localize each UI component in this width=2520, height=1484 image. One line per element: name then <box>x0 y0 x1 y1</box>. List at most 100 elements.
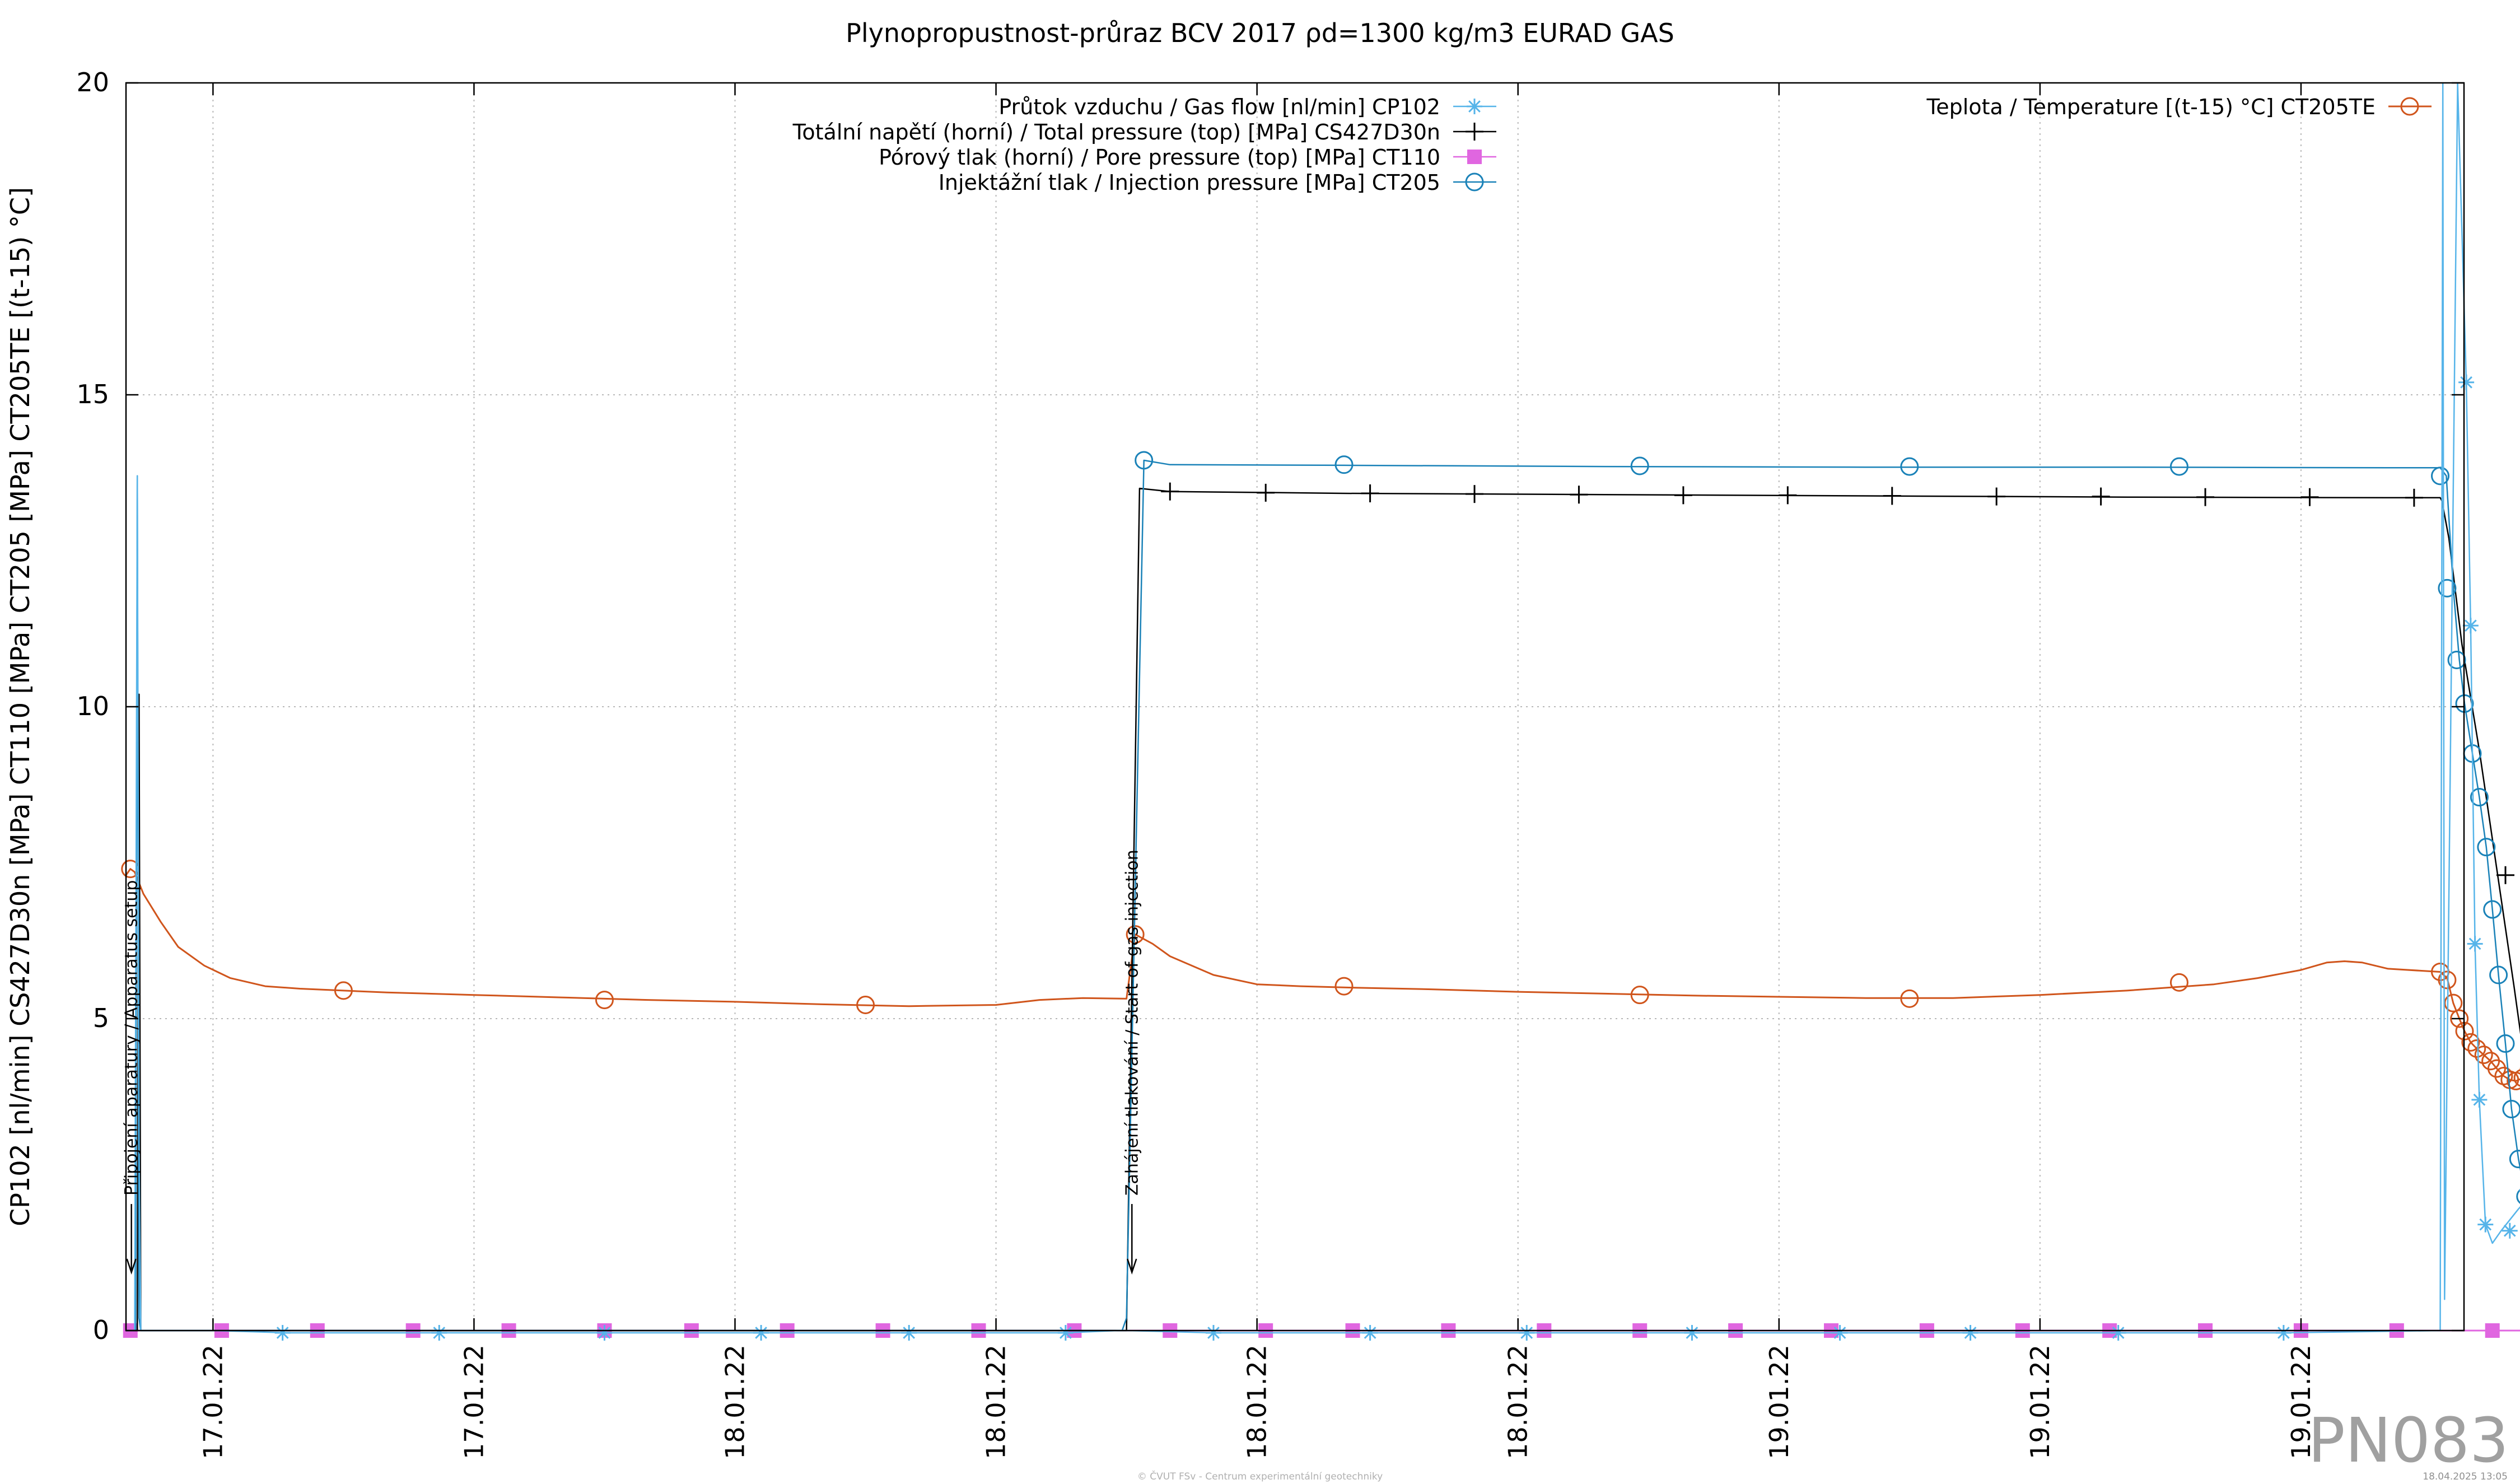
point-gas_flow-14 <box>2458 374 2475 390</box>
point-temperature-8 <box>2169 973 2188 992</box>
point-temperature-12 <box>2450 1009 2469 1028</box>
legend-entry-gas_flow: Průtok vzduchu / Gas flow [nl/min] CP102 <box>998 95 1496 119</box>
point-total_pressure-13 <box>2496 866 2515 884</box>
point-injection-16 <box>2509 1150 2520 1169</box>
legend-marker-gas_flow <box>1467 99 1482 114</box>
point-gas_flow-10 <box>1832 1325 1848 1341</box>
point-temperature-15 <box>2467 1039 2486 1058</box>
point-temperature-4 <box>1126 925 1145 944</box>
point-injection-0 <box>1135 451 1154 470</box>
point-pore_pressure-25 <box>2485 1323 2500 1338</box>
footer-copyright: © ČVUT FSv - Centrum experimentální geot… <box>1137 1470 1383 1482</box>
point-gas_flow-8 <box>1519 1325 1535 1341</box>
point-gas_flow-5 <box>1057 1325 1074 1341</box>
point-gas_flow-0 <box>274 1325 291 1341</box>
chart-title: Plynopropustnost-průraz BCV 2017 ρd=1300… <box>846 18 1674 48</box>
legend-marker-temperature <box>2400 97 2419 116</box>
point-gas_flow-7 <box>1362 1325 1378 1341</box>
legend-label-injection: Injektážní tlak / Injection pressure [MP… <box>939 170 1440 195</box>
series-injection <box>126 451 2520 1332</box>
point-gas_flow-19 <box>2502 1222 2518 1239</box>
point-total_pressure-4 <box>1570 486 1588 504</box>
x-tick-label-8: 19.01.22 <box>2286 1345 2316 1459</box>
point-total_pressure-6 <box>1779 486 1797 505</box>
legend-entry-injection: Injektážní tlak / Injection pressure [MP… <box>939 170 1496 195</box>
point-total_pressure-12 <box>2405 488 2423 507</box>
x-tick-label-5: 18.01.22 <box>1503 1345 1533 1459</box>
point-injection-12 <box>2483 900 2502 919</box>
point-total_pressure-1 <box>1257 483 1275 502</box>
point-gas_flow-2 <box>596 1325 613 1341</box>
x-tick-label-7: 19.01.22 <box>2025 1345 2055 1459</box>
point-gas_flow-17 <box>2471 1091 2488 1108</box>
series-line-gas_flow <box>126 82 2520 1334</box>
point-temperature-22 <box>2513 1069 2520 1087</box>
x-tick-label-3: 18.01.22 <box>981 1345 1011 1459</box>
legend-label-total_pressure: Totální napětí (horní) / Total pressure … <box>792 120 1440 144</box>
y-tick-label-0: 0 <box>93 1315 109 1345</box>
legend-marker-injection <box>1465 172 1484 192</box>
point-total_pressure-2 <box>1361 484 1379 503</box>
point-gas_flow-18 <box>2477 1216 2494 1233</box>
point-gas_flow-9 <box>1684 1325 1700 1341</box>
point-injection-17 <box>2516 1189 2520 1204</box>
point-temperature-2 <box>595 991 614 1010</box>
point-injection-1 <box>1334 455 1354 474</box>
annotation-text-0: Připojení aparatury / Apparatus setup <box>122 880 142 1196</box>
footer-timestamp: 18.04.2025 13:05 <box>2423 1471 2508 1482</box>
point-injection-11 <box>2477 838 2496 857</box>
annotation-0: Připojení aparatury / Apparatus setup <box>122 880 142 1275</box>
y-tick-label-3: 15 <box>76 379 109 409</box>
y-tick-label-2: 10 <box>76 691 109 721</box>
point-gas_flow-13 <box>2275 1325 2292 1341</box>
point-gas_flow-15 <box>2462 618 2479 634</box>
x-tick-label-6: 19.01.22 <box>1764 1345 1794 1459</box>
point-temperature-14 <box>2461 1033 2480 1052</box>
series-gas_flow <box>126 82 2520 1341</box>
annotation-1: Zahájení tlakování / Start of gas inject… <box>1122 850 1142 1275</box>
legend-entry-temperature: Teplota / Temperature [(t-15) °C] CT205T… <box>1926 95 2432 119</box>
legend-entry-pore_pressure: Pórový tlak (horní) / Pore pressure (top… <box>879 145 1496 170</box>
point-total_pressure-5 <box>1674 486 1692 505</box>
legend-marker-pore_pressure <box>1467 150 1482 164</box>
watermark: PN083 <box>2308 1404 2509 1476</box>
point-total_pressure-9 <box>2092 487 2110 506</box>
point-temperature-3 <box>856 995 875 1014</box>
point-temperature-11 <box>2444 993 2463 1012</box>
legend-marker-total_pressure <box>1466 123 1483 141</box>
legend-label-gas_flow: Průtok vzduchu / Gas flow [nl/min] CP102 <box>998 95 1440 119</box>
point-gas_flow-6 <box>1205 1325 1221 1341</box>
point-total_pressure-0 <box>1161 482 1179 501</box>
point-temperature-1 <box>334 981 353 1000</box>
point-injection-5 <box>2431 466 2449 486</box>
point-injection-14 <box>2496 1034 2515 1053</box>
series-temperature <box>121 860 2520 1090</box>
x-tick-label-0: 17.01.22 <box>198 1345 228 1459</box>
point-injection-10 <box>2470 788 2489 807</box>
legend-label-pore_pressure: Pórový tlak (horní) / Pore pressure (top… <box>879 145 1440 170</box>
point-injection-7 <box>2447 650 2466 669</box>
annotation-layer: Připojení aparatury / Apparatus setup Zah… <box>122 850 1142 1275</box>
point-gas_flow-1 <box>431 1325 447 1341</box>
point-temperature-7 <box>1900 989 1919 1008</box>
point-injection-13 <box>2489 965 2508 984</box>
axis-layer: 0 5 10 15 20 17.01.22 17.01.22 18.01.22 18.01.22… <box>76 67 2464 1459</box>
point-gas_flow-4 <box>901 1325 917 1341</box>
point-gas_flow-11 <box>1962 1325 1978 1341</box>
point-injection-4 <box>2169 457 2188 476</box>
series-line-injection <box>126 459 2520 1332</box>
annotation-text-1: Zahájení tlakování / Start of gas inject… <box>1122 850 1142 1196</box>
x-tick-label-2: 18.01.22 <box>720 1345 750 1459</box>
point-gas_flow-3 <box>753 1325 769 1341</box>
point-total_pressure-7 <box>1883 487 1901 505</box>
point-temperature-10 <box>2438 970 2457 990</box>
point-gas_flow-12 <box>2110 1325 2126 1341</box>
y-axis-label: CP102 [nl/min] CS427D30n [MPa] CT110 [MP… <box>5 187 35 1226</box>
legend-entry-total_pressure: Totální napětí (horní) / Total pressure … <box>792 120 1496 144</box>
legend-layer: Průtok vzduchu / Gas flow [nl/min] CP102… <box>792 95 2432 195</box>
legend-label-temperature: Teplota / Temperature [(t-15) °C] CT205T… <box>1926 95 2376 119</box>
point-temperature-6 <box>1630 986 1649 1005</box>
point-total_pressure-11 <box>2300 488 2319 506</box>
